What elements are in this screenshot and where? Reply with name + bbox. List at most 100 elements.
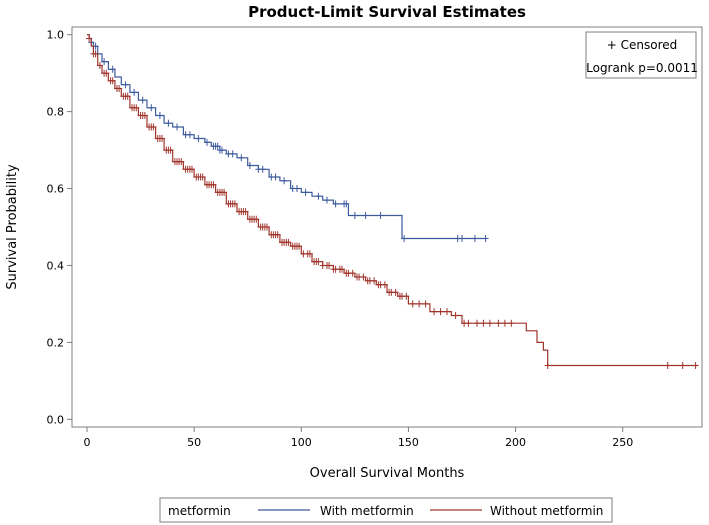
censor-mark <box>474 319 480 327</box>
y-tick-label: 0.0 <box>47 413 65 426</box>
censor-mark <box>343 200 350 208</box>
censor-mark <box>409 300 416 308</box>
censor-mark <box>392 288 399 296</box>
series-layer <box>86 34 699 369</box>
legend-title: metformin <box>168 504 231 518</box>
plot-area-frame <box>71 26 703 428</box>
legend-label-without-metformin: Without metformin <box>490 504 603 518</box>
censor-mark <box>315 192 322 200</box>
censor-mark <box>482 235 489 242</box>
censor-mark <box>259 165 266 173</box>
censor-mark <box>324 196 330 204</box>
censor-mark <box>401 235 408 242</box>
censor-mark <box>189 165 195 173</box>
censor-mark <box>219 146 225 154</box>
censor-mark <box>242 208 249 216</box>
censor-mark <box>281 177 288 185</box>
y-axis: 0.0 0.2 0.4 0.6 0.8 1.0 <box>47 29 72 426</box>
censor-mark <box>133 104 140 112</box>
censor-mark <box>285 238 292 246</box>
censor-mark <box>159 135 165 142</box>
censor-mark <box>508 319 515 327</box>
censor-mark <box>199 173 206 181</box>
legend-label-with-metformin: With metformin <box>320 504 414 518</box>
censor-mark <box>141 112 148 119</box>
y-tick-label: 1.0 <box>47 29 65 42</box>
censor-mark <box>139 96 146 104</box>
censor-mark <box>122 81 129 89</box>
censor-mark <box>165 119 172 127</box>
censor-mark <box>238 154 245 162</box>
censor-mark <box>349 269 356 277</box>
y-tick-label: 0.2 <box>47 336 65 349</box>
censor-mark <box>326 262 333 269</box>
censor-mark <box>214 142 221 150</box>
censor-mark <box>437 308 444 316</box>
censor-mark <box>501 319 508 327</box>
legend-frame <box>159 497 613 523</box>
survival-curve-without-metformin <box>87 34 698 367</box>
censor-mark <box>124 92 131 100</box>
x-axis-label: Overall Survival Months <box>310 466 465 481</box>
x-tick-label: 0 <box>84 436 91 449</box>
censored-note: + Censored <box>607 38 678 52</box>
censor-mark <box>195 135 202 142</box>
censor-mark <box>362 212 369 219</box>
censor-mark <box>116 85 123 92</box>
censor-mark <box>92 50 99 58</box>
chart-title: Product-Limit Survival Estimates <box>248 3 526 21</box>
series-without-metformin <box>86 34 699 369</box>
series-with-metformin <box>87 34 489 242</box>
censor-mark <box>174 123 180 131</box>
censor-mark <box>167 146 174 154</box>
censor-mark <box>486 319 493 327</box>
censor-mark <box>692 362 699 369</box>
censor-mark <box>471 235 478 242</box>
y-axis-label: Survival Probability <box>5 164 20 290</box>
y-tick-label: 0.8 <box>47 106 65 119</box>
censor-mark <box>416 300 423 308</box>
x-tick-label: 200 <box>505 436 526 449</box>
logrank-pvalue: Logrank p=0.0011 <box>586 61 698 75</box>
censor-mark <box>459 235 465 242</box>
x-tick-label: 100 <box>291 436 312 449</box>
censor-mark <box>86 35 93 42</box>
censor-mark <box>371 277 378 285</box>
censor-mark <box>186 131 193 139</box>
censor-mark <box>101 58 108 66</box>
censor-mark <box>148 104 155 112</box>
censor-mark <box>109 65 116 73</box>
censor-mark <box>495 319 502 327</box>
censor-mark <box>306 250 313 258</box>
censor-mark <box>465 319 472 327</box>
censor-mark <box>264 223 270 231</box>
censor-mark <box>444 308 450 316</box>
censor-mark <box>274 231 281 239</box>
censor-mark <box>178 158 185 166</box>
censor-mark <box>150 123 157 131</box>
x-tick-label: 250 <box>612 436 633 449</box>
censor-mark <box>332 200 339 208</box>
censor-mark <box>229 150 236 158</box>
inset-box: + Censored Logrank p=0.0011 <box>585 31 698 79</box>
censor-mark <box>272 173 279 181</box>
censor-mark <box>294 185 300 192</box>
censor-mark <box>664 362 671 369</box>
censor-mark <box>131 88 138 96</box>
censor-mark <box>246 162 253 169</box>
censor-mark <box>210 181 217 189</box>
censor-mark <box>231 200 238 208</box>
x-axis: 0 50 100 150 200 250 <box>84 427 633 449</box>
censor-mark <box>109 77 116 85</box>
censor-mark <box>452 312 459 319</box>
censor-mark <box>156 112 163 119</box>
censor-mark <box>339 265 345 273</box>
x-tick-label: 150 <box>398 436 419 449</box>
y-tick-label: 0.6 <box>47 183 65 196</box>
censor-mark <box>221 188 228 196</box>
censor-mark <box>679 362 686 369</box>
censor-mark <box>422 300 429 308</box>
censor-mark <box>253 215 260 223</box>
censor-mark <box>403 292 410 300</box>
